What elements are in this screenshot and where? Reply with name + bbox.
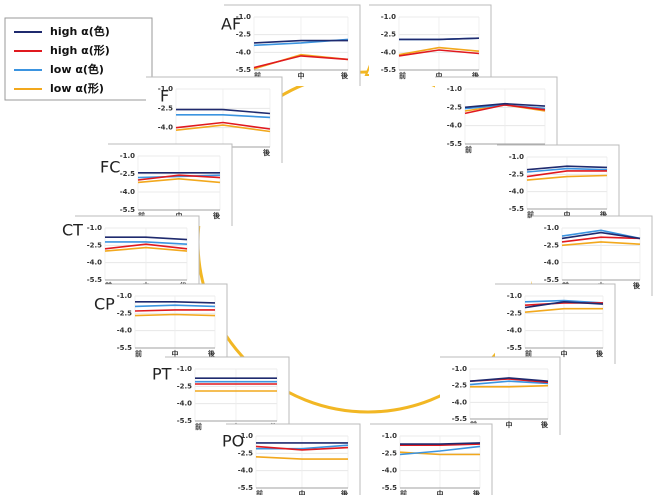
y-tick-label: -1.0	[120, 152, 135, 160]
y-tick-label: -4.0	[87, 259, 102, 267]
y-tick-label: -4.0	[382, 467, 397, 475]
y-tick-label: -4.0	[447, 122, 462, 130]
y-tick-label: -2.5	[381, 31, 396, 39]
mini-chart: -1.0-2.5-4.0-5.5前中後	[369, 5, 491, 86]
x-tick-label: 後	[595, 349, 604, 358]
y-tick-label: -2.5	[507, 309, 522, 317]
chart-title: PO	[222, 432, 244, 451]
y-tick-label: -5.5	[87, 276, 102, 284]
x-tick-label: 後	[472, 489, 481, 495]
chart-title: CP	[94, 295, 115, 314]
mini-chart: -1.0 -2.5 -4.0 -5.5前 中 後	[370, 424, 492, 495]
x-tick-label: 中	[561, 349, 568, 358]
x-tick-label: 後	[632, 281, 641, 290]
y-tick-label: -2.5	[238, 449, 253, 457]
y-tick-label: -4.0	[381, 48, 396, 56]
y-tick-label: -5.5	[236, 66, 251, 74]
mini-chart: -1.0-2.5-4.0-5.5前中後	[440, 357, 560, 435]
y-tick-label: -5.5	[382, 484, 397, 492]
mini-chart: -1.0-2.5-4.0-5.5前中後	[224, 5, 360, 86]
y-tick-label: -1.0	[177, 365, 192, 373]
x-tick-label: 後	[262, 148, 271, 157]
chart-title: F	[160, 87, 169, 106]
mini-chart: -1.0-2.5-4.0-5.5前中後	[497, 145, 619, 225]
y-tick-label: -5.5	[177, 417, 192, 425]
y-tick-label: -4.0	[507, 327, 522, 335]
y-tick-label: -2.5	[87, 241, 102, 249]
chart-title: AF	[221, 15, 241, 34]
y-tick-label: -4.0	[544, 259, 559, 267]
y-tick-label: -1.0	[447, 85, 462, 93]
x-tick-label: 前	[256, 489, 263, 495]
y-tick-label: -5.5	[447, 140, 462, 148]
x-tick-label: 後	[212, 211, 221, 220]
x-tick-label: 後	[340, 489, 349, 495]
y-tick-label: -2.5	[117, 309, 132, 317]
chart-title: PT	[152, 365, 172, 384]
x-tick-label: 後	[540, 420, 549, 429]
y-tick-label: -4.0	[158, 124, 173, 132]
chart-title: FC	[100, 158, 120, 177]
x-tick-label: 前	[400, 489, 407, 495]
y-tick-label: -5.5	[238, 484, 253, 492]
y-tick-label: -2.5	[177, 382, 192, 390]
y-tick-label: -2.5	[382, 449, 397, 457]
chart-title: CT	[62, 221, 83, 240]
y-tick-label: -4.0	[238, 467, 253, 475]
legend-label: low α(色)	[50, 62, 104, 76]
x-tick-label: 前	[465, 145, 472, 154]
x-tick-label: 中	[506, 420, 513, 429]
x-tick-label: 前	[135, 349, 142, 358]
y-tick-label: -2.5	[120, 170, 135, 178]
y-tick-label: -1.0	[452, 365, 467, 373]
legend-label: low α(形)	[50, 82, 104, 95]
y-tick-label: -4.0	[236, 48, 251, 56]
y-tick-label: -5.5	[381, 66, 396, 74]
y-tick-label: -5.5	[117, 344, 132, 352]
legend-label: high α(形)	[50, 44, 110, 57]
y-tick-label: -1.0	[509, 153, 524, 161]
y-tick-label: -1.0	[87, 224, 102, 232]
y-tick-label: -5.5	[507, 344, 522, 352]
x-tick-label: 前	[399, 71, 406, 80]
y-tick-label: -2.5	[452, 382, 467, 390]
y-tick-label: -2.5	[447, 103, 462, 111]
x-tick-label: 後	[340, 71, 349, 80]
y-tick-label: -4.0	[120, 188, 135, 196]
y-tick-label: -4.0	[509, 188, 524, 196]
mini-chart: -1.0-2.5-4.0-5.5前中後	[495, 284, 615, 364]
y-tick-label: -4.0	[117, 327, 132, 335]
y-tick-label: -2.5	[158, 104, 173, 112]
y-tick-label: -4.0	[177, 400, 192, 408]
y-tick-label: -1.0	[381, 13, 396, 21]
y-tick-label: -5.5	[509, 205, 524, 213]
y-tick-label: -1.0	[544, 224, 559, 232]
y-tick-label: -2.5	[509, 170, 524, 178]
y-tick-label: -2.5	[544, 241, 559, 249]
mini-chart: -1.0-2.5-4.0-5.5前中後	[105, 284, 227, 364]
x-tick-label: 中	[299, 489, 306, 495]
mini-chart: -1.0-2.5-4.0-5.5前中後	[226, 424, 360, 495]
y-tick-label: -1.0	[117, 292, 132, 300]
legend-label: high α(色)	[50, 24, 110, 38]
figure: high α(色) high α(形) low α(色) low α(形) -1.0 -2…	[0, 0, 659, 495]
x-tick-label: 中	[298, 71, 305, 80]
y-tick-label: -1.0	[382, 432, 397, 440]
x-tick-label: 中	[437, 489, 444, 495]
y-tick-label: -5.5	[452, 415, 467, 423]
x-tick-label: 前	[195, 422, 202, 431]
y-tick-label: -1.0	[507, 292, 522, 300]
y-tick-label: -5.5	[120, 206, 135, 214]
y-tick-label: -5.5	[544, 276, 559, 284]
y-tick-label: -4.0	[452, 398, 467, 406]
